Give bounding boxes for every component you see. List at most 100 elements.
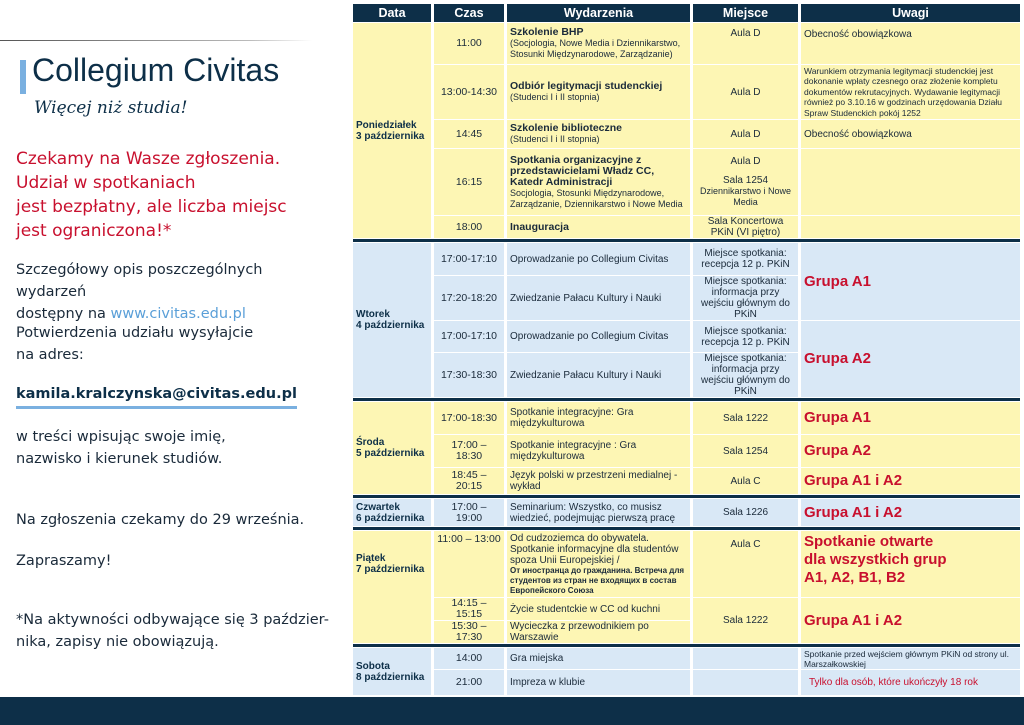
place-line: Dziennikarstwo i Nowe Media — [699, 186, 792, 207]
invite-line: Udział w spotkaniach — [16, 173, 196, 193]
table-row: 14:15 – 15:15 Życie studentckie w CC od … — [353, 598, 1020, 643]
time-cell: 18:45 – 20:15 — [434, 468, 504, 494]
table-row: 17:00-17:10 Oprowadzanie po Collegium Ci… — [353, 321, 1020, 397]
place-cell: Aula D — [693, 23, 798, 64]
email-link[interactable]: kamila.kralczynska@civitas.edu.pl — [16, 386, 297, 409]
table-row: Poniedziałek 3 października 11:00 Szkolen… — [353, 23, 1020, 238]
separator — [353, 398, 1020, 401]
table-row: 16:15 Spotkania organizacyjne z przedsta… — [353, 149, 1020, 215]
event-cell: Odbiór legitymacji studenckiej (Studenci … — [507, 65, 690, 119]
event-cell: Życie studentckie w CC od kuchni — [507, 598, 690, 620]
table-row: 18:45 – 20:15 Język polski w przestrzeni… — [353, 468, 1020, 494]
separator — [353, 495, 1020, 498]
details-line: Szczegółowy opis poszczególnych wydarzeń — [16, 262, 263, 300]
place-cell: Aula D — [693, 120, 798, 148]
event-cell: Spotkanie integracyjne : Gra międzykultu… — [507, 435, 690, 467]
welcome-text: Zapraszamy! — [16, 553, 112, 569]
day-divider — [353, 495, 1020, 498]
time-cell: 17:00 – 19:00 — [434, 499, 504, 526]
table-row: Wtorek 4 października 17:00-17:10 Oprowad… — [353, 243, 1020, 397]
invite-line: Czekamy na Wasze zgłoszenia. — [16, 149, 281, 169]
table-row: 21:00 Impreza w klubie Tylko dla osób, k… — [353, 670, 1020, 695]
logo-dot-icon — [20, 88, 26, 94]
time-cell: 17:00 – 18:30 — [434, 435, 504, 467]
time-cell: 17:20-18:20 — [434, 276, 504, 320]
place-cell: Aula D Sala 1254 Dziennikarstwo i Nowe Med… — [693, 149, 798, 215]
note-line: A1, A2, B1, B2 — [804, 569, 906, 586]
day-divider — [353, 644, 1020, 647]
content-line: w treści wpisując swoje imię, — [16, 429, 226, 445]
logo-mark-icon — [20, 60, 26, 92]
event-subtitle: (Studenci I i II stopnia) — [510, 92, 600, 102]
day-date: 8 października — [356, 671, 425, 683]
content-text: w treści wpisując swoje imię, nazwisko i… — [16, 426, 336, 470]
invite-line: jest ograniczona!* — [16, 221, 172, 241]
details-text: Szczegółowy opis poszczególnych wydarzeń… — [16, 259, 336, 325]
website-link[interactable]: www.civitas.edu.pl — [110, 306, 246, 322]
place-cell: Sala 1222 — [693, 598, 798, 643]
confirm-line: Potwierdzenia udziału wysyłajcie — [16, 325, 254, 341]
brand-logo: Collegium Civitas — [32, 52, 280, 88]
day-date: 6 października — [356, 512, 425, 524]
time-cell: 17:00-18:30 — [434, 402, 504, 434]
event-cell: Spotkania organizacyjne z przedstawiciel… — [507, 149, 690, 215]
time-cell: 16:15 — [434, 149, 504, 215]
footnote-line: nika, zapisy nie obowiązują. — [16, 634, 219, 650]
info-panel: Collegium Civitas Więcej niż studia! Cze… — [0, 0, 340, 697]
note-cell: Grupa A1 — [801, 402, 1020, 434]
table-row: 15:30 – 17:30 Wycieczka z przewodnikiem … — [353, 621, 1020, 643]
day-name: Piątek — [356, 553, 386, 564]
event-subtitle: Socjologia, Stosunki Międzynarodowe, Zar… — [510, 187, 683, 209]
header-miejsce: Miejsce — [693, 4, 798, 22]
invite-line: jest bezpłatny, ale liczba miejsc — [16, 197, 287, 217]
time-cell: 15:30 – 17:30 — [434, 621, 504, 643]
time-cell: 14:45 — [434, 120, 504, 148]
table-row: Piątek 7 października 11:00 – 13:00 Od cu… — [353, 531, 1020, 643]
event-cell: Wycieczka z przewodnikiem po Warszawie — [507, 621, 690, 643]
time-cell: 17:00-17:10 — [434, 243, 504, 275]
confirm-line: na adres: — [16, 347, 84, 363]
invite-heading: Czekamy na Wasze zgłoszenia. Udział w sp… — [16, 147, 336, 243]
event-title: Spotkania organizacyjne z przedstawiciel… — [510, 153, 655, 188]
day-cell: Sobota 8 października — [353, 648, 431, 695]
event-cell: Szkolenie BHP (Socjologia, Nowe Media i D… — [507, 23, 690, 64]
header-data: Data — [353, 4, 431, 22]
place-cell: Sala 1226 — [693, 499, 798, 526]
place-cell: Miejsce spotkania: informacja przy wejśc… — [693, 276, 798, 320]
day-name: Sobota — [356, 660, 390, 672]
details-line: dostępny na — [16, 306, 106, 322]
header-wydarzenia: Wydarzenia — [507, 4, 690, 22]
note-line: Spotkanie otwarte — [804, 533, 934, 550]
day-divider — [353, 398, 1020, 401]
event-cell: Zwiedzanie Pałacu Kultury i Nauki — [507, 276, 690, 320]
day-date: 3 października — [356, 130, 425, 142]
time-cell: 17:00-17:10 — [434, 321, 504, 352]
event-title: Odbiór legitymacji studenckiej — [510, 80, 663, 92]
place-cell: Aula C — [693, 531, 798, 597]
day-cell: Czwartek 6 października — [353, 499, 431, 526]
table-row: Środa 5 października 17:00-18:30 Spotkani… — [353, 402, 1020, 494]
table-row: 18:00 Inauguracja Sala Koncertowa PKiN (… — [353, 216, 1020, 238]
footnote-line: *Na aktywności odbywające się 3 paździer… — [16, 612, 329, 628]
event-title: Szkolenie BHP — [510, 26, 584, 38]
note-cell: Grupa A2 — [801, 321, 1020, 397]
day-date: 4 października — [356, 320, 425, 331]
table-row: Sobota 8 października 14:00 Gra miejska S… — [353, 648, 1020, 695]
event-cell: Język polski w przestrzeni medialnej - w… — [507, 468, 690, 494]
note-cell: Grupa A1 i A2 — [801, 499, 1020, 526]
time-cell: 14:15 – 15:15 — [434, 598, 504, 620]
schedule-table: Data Czas Wydarzenia Miejsce Uwagi Ponie… — [350, 3, 1023, 696]
divider — [0, 40, 312, 41]
time-cell: 18:00 — [434, 216, 504, 238]
event-cell: Gra miejska — [507, 648, 690, 669]
table-row: 13:00-14:30 Odbiór legitymacji studencki… — [353, 65, 1020, 119]
place-cell — [693, 648, 798, 669]
header-row: Data Czas Wydarzenia Miejsce Uwagi — [353, 4, 1020, 22]
day-date: 5 października — [356, 448, 425, 459]
header-uwagi: Uwagi — [801, 4, 1020, 22]
event-subtitle: (Studenci I i II stopnia) — [510, 134, 600, 144]
note-cell — [801, 216, 1020, 238]
day-cell: Środa 5 października — [353, 402, 431, 494]
note-cell: Obecność obowiązkowa — [801, 23, 1020, 64]
note-cell: Spotkanie otwarte dla wszystkich grup A1, … — [801, 531, 1020, 597]
